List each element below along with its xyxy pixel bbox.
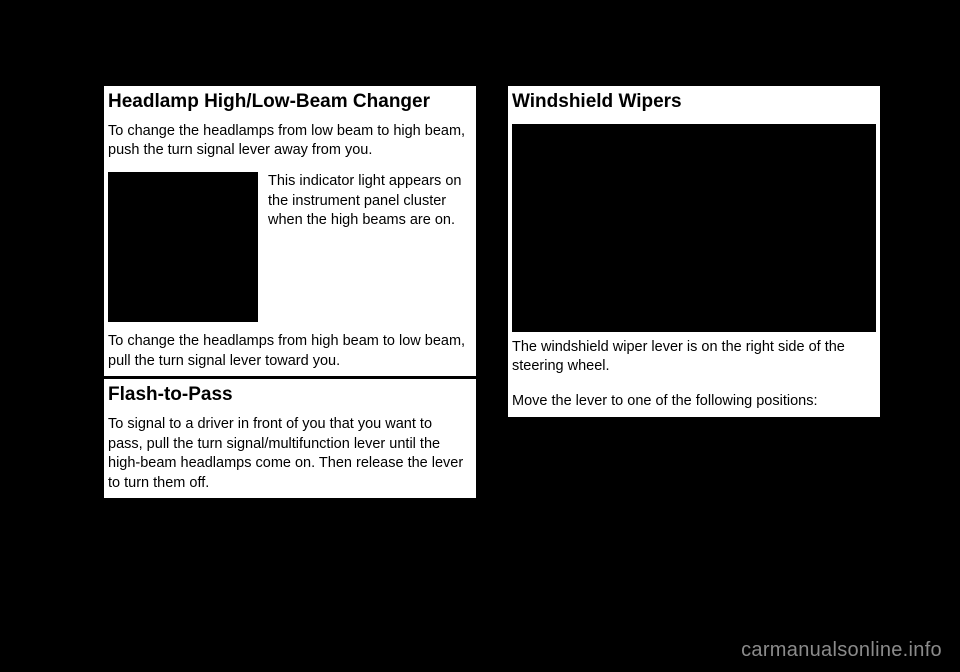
indicator-figure-row: This indicator light appears on the inst…	[104, 166, 476, 328]
right-column: Windshield Wipers The windshield wiper l…	[508, 83, 880, 463]
para-high-to-low: To change the headlamps from high beam t…	[104, 328, 476, 376]
indicator-caption: This indicator light appears on the inst…	[258, 166, 476, 328]
heading-flash-to-pass: Flash-to-Pass	[104, 376, 476, 411]
heading-windshield-wipers: Windshield Wipers	[508, 83, 880, 118]
watermark: carmanualsonline.info	[741, 639, 942, 662]
manual-page: Headlamp High/Low-Beam Changer To change…	[104, 83, 880, 463]
wiper-lever-figure	[508, 118, 880, 334]
high-beam-indicator-image	[108, 172, 258, 322]
heading-headlamp-changer: Headlamp High/Low-Beam Changer	[104, 83, 476, 118]
left-column: Headlamp High/Low-Beam Changer To change…	[104, 83, 476, 463]
para-low-to-high: To change the headlamps from low beam to…	[104, 118, 476, 166]
para-wiper-lever-location: The windshield wiper lever is on the rig…	[508, 334, 880, 382]
para-move-lever: Move the lever to one of the following p…	[508, 388, 880, 417]
para-flash-to-pass: To signal to a driver in front of you th…	[104, 411, 476, 498]
wiper-lever-image	[512, 124, 876, 332]
